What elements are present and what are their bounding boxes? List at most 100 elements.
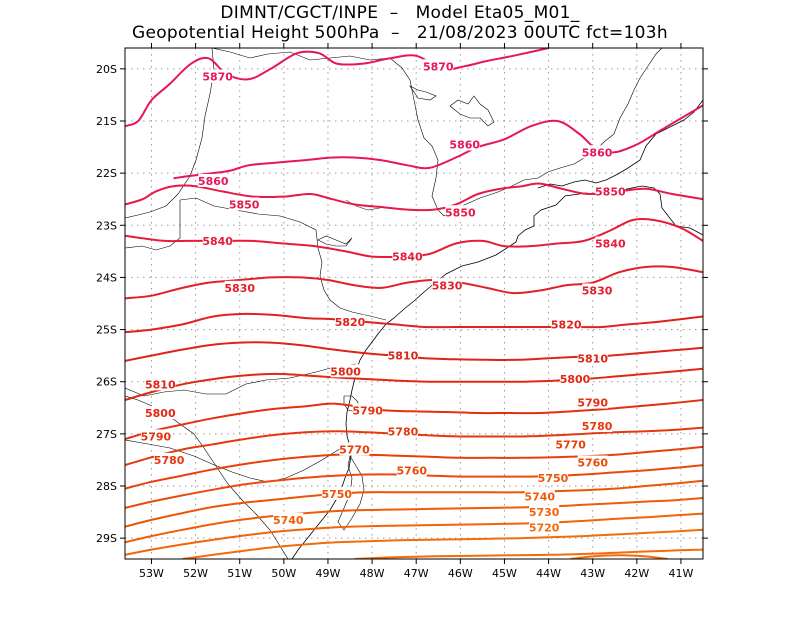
contour-label-bg [387,348,418,362]
lat-tick-label: 25S [96,324,117,337]
contour-label: 5780 [388,425,419,438]
contour-label: 5840 [595,238,626,251]
lat-tick-label: 23S [96,219,117,232]
contour-label: 5860 [198,175,229,188]
state-border-mg-es [613,48,663,135]
contour-label-bg [529,520,560,534]
reservoir-rio-grande [409,85,437,101]
contour-label-bg [555,437,586,451]
contour-label: 5850 [595,185,626,198]
contour-label-bg [577,455,608,469]
contour-label-bg [577,351,608,365]
contour-label: 5810 [388,350,419,363]
contour-line-5870 [125,48,549,128]
contour-label-bg [449,137,480,151]
contour-label-bg [321,486,352,500]
contour-label-bg [595,184,626,198]
contour-label-bg [140,429,171,443]
plot-frame [124,47,704,560]
contour-label: 5840 [392,251,423,264]
contour-label: 5850 [229,198,260,211]
lon-tick-label: 48W [360,567,385,580]
contour-label: 5800 [145,407,176,420]
contour-label-bg [445,205,476,219]
lat-lon-grid [125,48,703,559]
contour-label-bg [595,236,626,250]
contour-label: 5830 [582,284,613,297]
contour-labels: 5870587058605860586058505850585058405840… [140,59,626,535]
contour-line-5860 [173,104,703,180]
contour-label: 5860 [582,146,613,159]
lon-tick-label: 50W [271,567,296,580]
contour-label: 5770 [555,438,586,451]
title-line-1: DIMNT/CGCT/INPE – Model Eta05_M01_ [220,3,580,23]
lat-tick-label: 22S [96,167,117,180]
contour-line-5800 [125,367,703,401]
contour-label: 5830 [432,279,463,292]
contour-label: 5780 [582,420,613,433]
contour-label-bg [423,59,454,73]
contour-label-bg [202,69,233,83]
lon-tick-label: 51W [227,567,252,580]
contour-label-bg [582,419,613,433]
contour-label-bg [582,145,613,159]
lon-tick-label: 52W [183,567,208,580]
contour-line-5820 [125,312,703,334]
contour-label-bg [551,317,582,331]
contour-label-bg [582,283,613,297]
lon-tick-label: 44W [536,567,561,580]
reservoir-paranapanema [317,235,353,247]
lon-tick-label: 43W [580,567,605,580]
contour-label: 5750 [321,488,352,501]
lat-tick-label: 28S [96,480,117,493]
contour-label-bg [335,314,366,328]
contour-label-bg [537,471,568,485]
geopotential-contours [125,48,703,559]
title-line-2: Geopotential Height 500hPa – 21/08/2023 … [132,23,668,43]
contour-label-bg [392,249,423,263]
contour-label: 5810 [577,352,608,365]
lat-tick-label: 24S [96,271,117,284]
contour-label: 5870 [423,60,454,73]
contour-label-bg [145,377,176,391]
lon-tick-label: 42W [624,567,649,580]
contour-label-bg [330,364,361,378]
state-border-sp-pr [179,197,387,321]
state-border-pr-sc [125,363,357,397]
contour-line-5720 [182,528,703,559]
state-border-ms-go [125,48,215,219]
contour-label: 5810 [145,378,176,391]
contour-line-5850 [125,182,703,212]
contour-line-5730 [125,512,703,556]
state-border-sp-mg [211,48,445,217]
contour-label-bg [154,452,185,466]
coastline-north [537,99,703,189]
contour-label-bg [198,173,229,187]
contour-label: 5750 [538,472,569,485]
contour-label-bg [577,395,608,409]
lat-tick-label: 27S [96,428,117,441]
reservoir-furnas [449,95,495,127]
coastline-and-borders [125,48,703,559]
contour-label: 5760 [396,464,427,477]
lon-tick-label: 45W [492,567,517,580]
contour-label: 5770 [339,444,370,457]
state-border-ms-pr [125,200,181,251]
contour-label-bg [524,489,555,503]
contour-label-bg [387,424,418,438]
lat-tick-label: 26S [96,376,117,389]
lat-tick-label: 21S [96,115,117,128]
contour-label: 5790 [141,430,172,443]
contour-label-bg [224,280,255,294]
contour-label: 5740 [524,490,555,503]
contour-label: 5790 [352,404,383,417]
contour-label-bg [202,233,233,247]
contour-line-5750 [125,479,703,528]
axis-ticks: 53W 52W 51W 50W 49W 48W 47W 46W 45W 44W 43W 42W 41W 2… [96,43,708,580]
contour-label-bg [396,463,427,477]
contour-label: 5860 [449,138,480,151]
contour-line-5830 [125,265,703,300]
contour-label: 5730 [529,506,560,519]
contour-label-bg [339,442,370,456]
